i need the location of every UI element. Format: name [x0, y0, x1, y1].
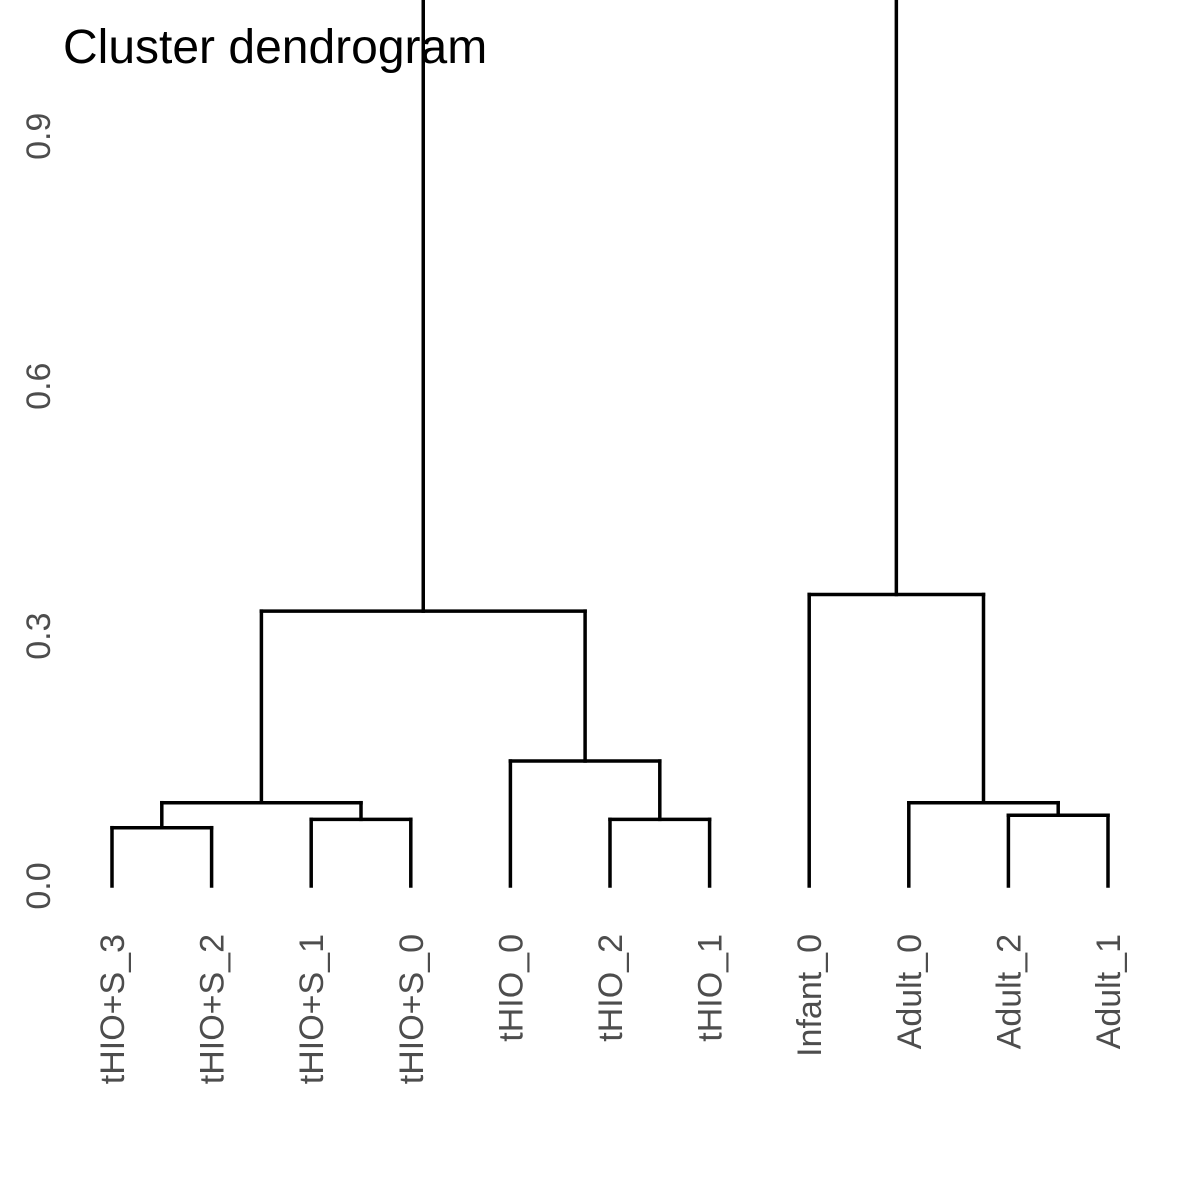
leaf-label: tHIO_1: [692, 934, 730, 1042]
leaf-label: Adult_2: [990, 934, 1028, 1049]
y-axis-ticks: 0.0 0.3 0.6 0.9: [20, 113, 58, 910]
y-tick-label: 0.0: [20, 862, 58, 909]
leaf-label: Infant_0: [791, 934, 829, 1057]
y-tick-label: 0.6: [20, 363, 58, 410]
leaf-label: tHIO+S_1: [293, 934, 331, 1084]
y-tick-label: 0.9: [20, 113, 58, 160]
leaf-label: tHIO_2: [592, 934, 630, 1042]
leaf-label: tHIO+S_3: [94, 934, 132, 1084]
leaf-label: Adult_1: [1090, 934, 1128, 1049]
leaf-label: tHIO_0: [492, 934, 530, 1042]
leaf-label: tHIO+S_0: [393, 934, 431, 1084]
leaf-label: tHIO+S_2: [194, 934, 232, 1084]
chart-title: Cluster dendrogram: [63, 21, 487, 74]
y-tick-label: 0.3: [20, 612, 58, 659]
leaf-labels: tHIO+S_3 tHIO+S_2 tHIO+S_1 tHIO+S_0 tHIO_0 tH…: [94, 934, 1128, 1084]
leaf-label: Adult_0: [891, 934, 929, 1049]
dendrogram-branches: [110, 0, 1110, 888]
